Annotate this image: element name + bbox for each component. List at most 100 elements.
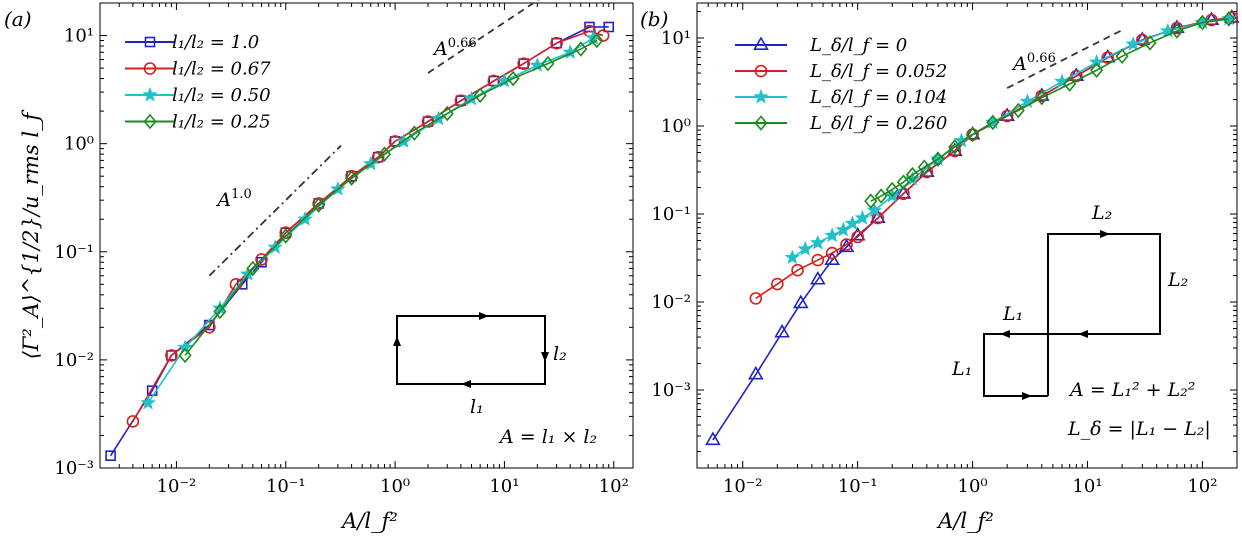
- y-tick-label: 10⁰: [64, 134, 94, 155]
- data-point: [824, 251, 840, 266]
- data-point: [1054, 73, 1070, 89]
- data-point: [749, 292, 763, 305]
- data-point: [165, 349, 178, 362]
- data-point: [874, 188, 888, 204]
- data-point: [377, 146, 392, 162]
- data-point: [496, 72, 513, 88]
- data-point: [1088, 54, 1105, 69]
- data-point: [541, 55, 555, 72]
- data-point: [1063, 76, 1077, 92]
- data-point: [797, 240, 813, 256]
- data-point: [166, 350, 177, 361]
- inset-b-formula-delta: L_δ = |L₁ − L₂|: [1067, 418, 1211, 440]
- data-point: [574, 41, 588, 57]
- data-point: [1222, 11, 1236, 27]
- inset-b-label-l1-left: L₁: [951, 358, 972, 380]
- y-tick-label: 10⁰: [661, 116, 691, 137]
- data-point: [784, 249, 801, 265]
- legend-entry: L_δ/l_f = 0: [809, 35, 907, 56]
- inset-b-label-top-l2: L₂: [1091, 202, 1112, 224]
- data-point: [506, 70, 520, 87]
- data-point: [895, 185, 912, 199]
- panel-b-legend: L_δ/l_f = 0 L_δ/l_f = 0.052 L_δ/l_f = 0.10…: [735, 35, 947, 134]
- data-point: [105, 450, 116, 461]
- x-tick-label: 10⁰: [958, 476, 988, 497]
- data-point: [517, 57, 530, 70]
- data-point: [1170, 23, 1184, 39]
- data-point: [255, 253, 268, 266]
- data-point: [279, 228, 293, 244]
- panel-b-guides: A0.66: [1006, 29, 1123, 89]
- legend-marker: [143, 113, 157, 130]
- y-axis-label: ⟨Γ²_A⟩^{1/2}/u_rms l_f: [19, 109, 43, 359]
- legend-entry: l₁/l₂ = 1.0: [172, 32, 259, 53]
- data-point: [748, 365, 764, 380]
- data-point: [851, 230, 864, 244]
- data-point: [407, 125, 421, 141]
- legend-entry: l₁/l₂ = 0.25: [172, 112, 271, 133]
- inset-a-label-l2: l₂: [553, 343, 567, 365]
- data-point: [246, 260, 260, 277]
- y-tick-label: 10¹: [64, 26, 94, 47]
- data-point: [966, 126, 980, 143]
- data-point: [854, 209, 871, 225]
- data-point: [931, 151, 945, 167]
- inset-b-formula-area: A = L₁² + L₂²: [1068, 379, 1195, 401]
- panel-a-series: [105, 21, 615, 461]
- data-point: [1221, 10, 1237, 26]
- legend-marker: [142, 86, 158, 102]
- series-line: [870, 18, 1229, 202]
- legend-marker: [144, 36, 156, 48]
- panel-a-label: (a): [4, 7, 32, 31]
- panel-a-axes-box: [99, 2, 634, 469]
- data-point: [603, 21, 615, 33]
- panel-a-x-axis-label: A/l_f²: [340, 509, 398, 533]
- data-point: [705, 431, 721, 446]
- data-point: [345, 170, 359, 186]
- data-point: [917, 159, 931, 175]
- legend-marker: [143, 62, 157, 75]
- data-point: [1203, 11, 1220, 26]
- panel-a-legend: l₁/l₂ = 1.0 l₁/l₂ = 0.67 l₁/l₂ = 0.50 l₁/l₂…: [125, 32, 271, 133]
- data-point: [1115, 48, 1129, 65]
- data-point: [771, 277, 784, 291]
- y-tick-label: 10¹: [661, 28, 691, 49]
- panel-b-ticks: 10⁻² 10⁻¹ 10⁰ 10¹ 10² 10⁻³ 10⁻² 10⁻¹ 10⁰ 10¹: [651, 3, 1238, 497]
- data-point: [948, 139, 962, 155]
- legend-entry: L_δ/l_f = 0.052: [809, 61, 947, 82]
- guide-label: A0.66: [432, 36, 477, 60]
- data-point: [126, 415, 140, 428]
- x-tick-label: 10²: [599, 476, 629, 497]
- data-point: [529, 57, 546, 72]
- panel-a-ticks: 10⁻² 10⁻¹ 10⁰ 10¹ 10² 10⁻³ 10⁻² 10⁻¹ 10⁰ 10¹: [54, 2, 633, 497]
- guide-line: [427, 0, 540, 74]
- data-point: [518, 58, 529, 69]
- legend-marker: [753, 36, 769, 51]
- data-point: [371, 150, 385, 164]
- data-point: [551, 37, 562, 49]
- guide-label: A1.0: [215, 187, 251, 211]
- data-point: [825, 246, 839, 260]
- series-line: [184, 39, 598, 356]
- panel-a-guides: A1.0 A0.66: [208, 0, 540, 277]
- inset-b-path: [983, 233, 1161, 397]
- guide-line: [1006, 29, 1123, 89]
- data-point: [213, 303, 227, 320]
- data-point: [590, 32, 604, 49]
- data-point: [1090, 62, 1104, 79]
- panel-b-x-axis-label: A/l_f²: [936, 509, 994, 533]
- data-point: [1011, 102, 1025, 119]
- panel-a-inset: l₂ l₁ A = l₁ × l₂: [393, 312, 597, 448]
- data-point: [840, 238, 853, 251]
- data-point: [774, 323, 790, 338]
- data-point: [809, 270, 826, 285]
- legend-entry: l₁/l₂ = 0.50: [172, 85, 271, 106]
- data-point: [473, 87, 487, 104]
- data-point: [240, 266, 256, 281]
- data-point: [312, 197, 326, 213]
- data-point: [792, 294, 809, 309]
- data-point: [791, 263, 804, 277]
- legend-entry: L_δ/l_f = 0.104: [809, 87, 947, 108]
- data-point: [440, 105, 454, 122]
